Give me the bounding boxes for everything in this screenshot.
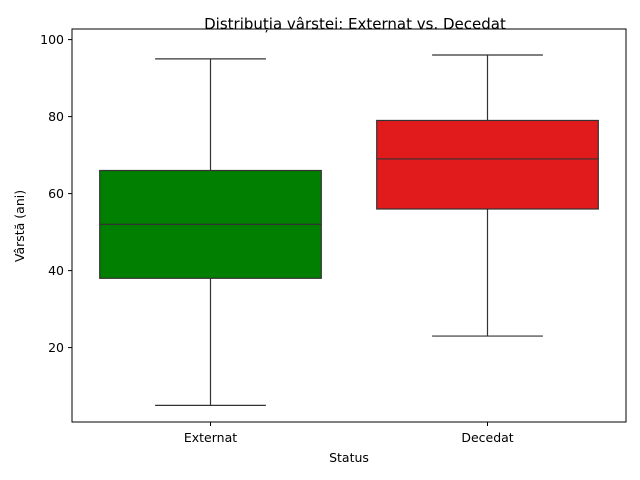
y-axis-label: Vârstă (ani): [12, 190, 27, 262]
y-tick-label-80: 80: [48, 109, 64, 124]
y-tick-label-100: 100: [40, 32, 64, 47]
x-tick-label-decedat: Decedat: [461, 430, 513, 445]
x-axis-label: Status: [329, 450, 369, 465]
box-decedat: [376, 54, 599, 337]
x-axis: Externat Decedat: [184, 422, 514, 445]
chart-title: Distribuția vârstei: Externat vs. Deceda…: [204, 15, 506, 33]
iqr-box-decedat: [376, 119, 599, 210]
y-tick-label-60: 60: [48, 186, 64, 201]
box-externat: [99, 58, 322, 406]
y-axis: 20 40 60 80 100: [40, 32, 72, 355]
plot-area: [99, 54, 599, 406]
x-tick-label-externat: Externat: [184, 430, 237, 445]
y-tick-label-20: 20: [48, 340, 64, 355]
plot-frame: [71, 28, 627, 423]
y-tick-label-40: 40: [48, 263, 64, 278]
